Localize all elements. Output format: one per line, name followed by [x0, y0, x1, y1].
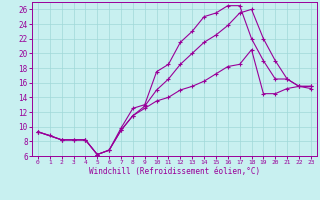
X-axis label: Windchill (Refroidissement éolien,°C): Windchill (Refroidissement éolien,°C) [89, 167, 260, 176]
